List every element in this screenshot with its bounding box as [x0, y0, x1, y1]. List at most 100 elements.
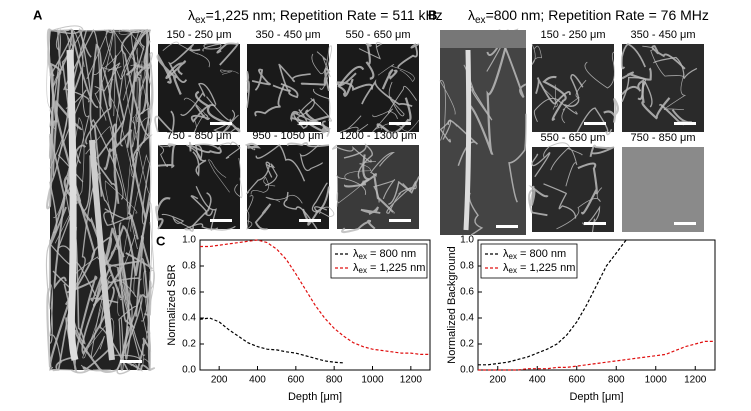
x-axis-title: Depth [μm]	[569, 391, 623, 403]
vessel	[577, 162, 598, 215]
vessel	[49, 133, 67, 290]
vessel	[117, 47, 138, 317]
vessel	[183, 97, 209, 133]
vessel	[85, 126, 138, 250]
data-line	[199, 317, 344, 364]
legend-label: λex = 1,225 nm	[503, 262, 575, 275]
vessel	[246, 195, 254, 230]
y-axis-title: Normalized Background	[446, 246, 458, 363]
legend-box	[480, 243, 578, 279]
vessel	[180, 82, 217, 116]
vessel	[208, 159, 230, 193]
vessel	[190, 104, 217, 123]
vessel	[543, 183, 577, 219]
legend-label: λex = 800 nm	[503, 248, 566, 261]
vessel	[46, 239, 75, 367]
panel-title: λex=800 nm; Repetition Rate = 76 MHz	[468, 7, 709, 26]
scale-bar	[299, 219, 321, 222]
scale-bar	[584, 122, 606, 125]
y-tick-label: 0.6	[182, 287, 196, 298]
image-label: 150 - 250 μm	[166, 29, 231, 41]
plot-frame	[199, 239, 431, 371]
scale-bar	[210, 219, 232, 222]
vessel	[89, 139, 115, 361]
vessel	[156, 53, 182, 95]
vessel	[161, 213, 194, 230]
y-axis-title: Normalized SBR	[166, 264, 178, 345]
scale-bar	[496, 225, 518, 228]
vessel	[388, 81, 405, 117]
vessel	[535, 77, 571, 105]
image-label: 750 - 850 μm	[166, 130, 231, 142]
scale-bar	[389, 122, 411, 125]
vessel	[162, 41, 210, 68]
legend-label: λex = 800 nm	[353, 248, 416, 261]
image-label: 550 - 650 μm	[345, 29, 410, 41]
y-tick-label: 1.0	[182, 235, 196, 246]
vessel	[361, 79, 413, 108]
vessel	[140, 221, 155, 322]
vessel	[102, 193, 152, 276]
vessel	[531, 152, 551, 178]
vessel	[254, 84, 286, 117]
scale-bar	[674, 222, 696, 225]
image-label: 750 - 850 μm	[630, 132, 695, 144]
vessel	[94, 28, 116, 121]
vessel	[111, 123, 120, 204]
vessel	[311, 45, 333, 75]
vessel	[337, 65, 365, 97]
vessel	[251, 68, 271, 91]
image-label: 1200 - 1300 μm	[339, 130, 416, 142]
vessel	[136, 258, 152, 371]
vessel	[341, 219, 376, 234]
y-tick-label: 0.4	[182, 313, 196, 324]
x-tick-label: 800	[608, 375, 625, 386]
vessel	[439, 119, 452, 143]
vessel	[86, 29, 140, 80]
vessel	[589, 144, 615, 158]
y-tick-label: 0.6	[460, 287, 474, 298]
vessel	[360, 206, 381, 215]
vessel	[192, 144, 207, 177]
data-line	[478, 340, 715, 371]
vessel	[603, 97, 620, 123]
vessel	[468, 192, 484, 236]
vessel	[155, 197, 171, 230]
panel-label: B	[428, 7, 437, 22]
y-tick-label: 0.0	[460, 365, 474, 376]
vessel	[90, 236, 119, 304]
vessel	[103, 208, 133, 226]
x-tick-label: 200	[211, 375, 228, 386]
vessel	[246, 71, 250, 108]
vessel	[388, 176, 420, 205]
vessel	[195, 185, 236, 231]
vessel	[195, 90, 241, 133]
vessel	[310, 88, 332, 122]
y-tick-label: 0.0	[182, 365, 196, 376]
vessel	[246, 161, 273, 195]
scale-bar	[674, 122, 696, 125]
vessel	[397, 42, 420, 69]
image-label: 150 - 250 μm	[540, 29, 605, 41]
vessel	[344, 161, 377, 181]
vessel	[132, 42, 151, 148]
vessel	[188, 192, 212, 232]
x-axis-title: Depth [μm]	[288, 391, 342, 403]
image-label: 950 - 1050 μm	[252, 130, 323, 142]
vessel	[103, 128, 147, 219]
x-tick-label: 600	[568, 375, 585, 386]
vessel	[565, 147, 583, 187]
legend-box	[330, 243, 428, 279]
vessel	[110, 29, 145, 51]
vessel	[486, 39, 527, 98]
vessel	[398, 180, 417, 195]
vessel	[316, 51, 331, 90]
vessel	[365, 42, 375, 80]
vessel	[564, 74, 584, 107]
vessel	[387, 85, 417, 120]
y-tick-label: 0.4	[460, 313, 474, 324]
vessel	[52, 313, 77, 372]
vessel	[305, 109, 331, 134]
vessel	[48, 29, 88, 234]
